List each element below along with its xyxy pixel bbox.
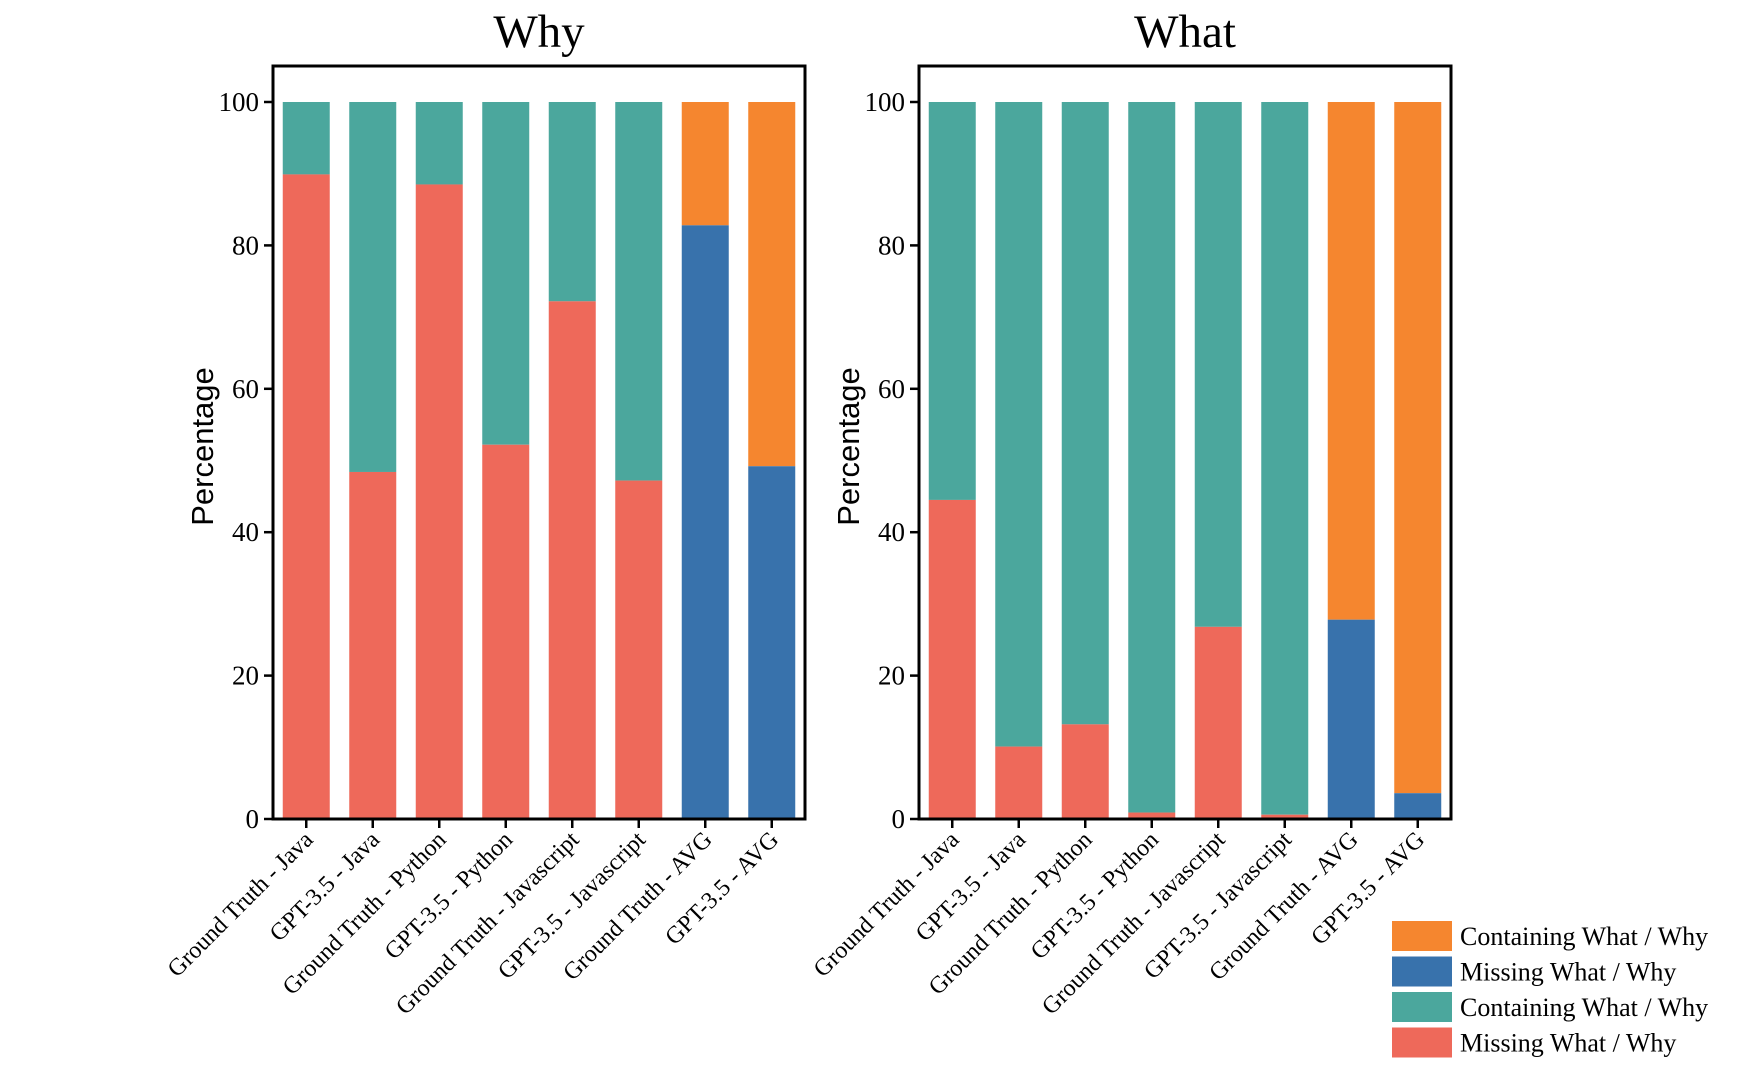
legend-label: Missing What / Why — [1460, 958, 1676, 987]
bar-top-segment — [615, 102, 663, 481]
bar-top-segment — [415, 102, 463, 185]
bar-bottom-segment — [1261, 814, 1309, 819]
bar-top-segment — [748, 102, 796, 467]
bar-bottom-segment — [615, 480, 663, 819]
bar-bottom-segment — [1194, 626, 1242, 819]
legend-label: Containing What / Why — [1460, 922, 1708, 951]
legend: Containing What / Why Missing What / Why C… — [1392, 921, 1708, 1058]
bar-top-segment — [1061, 102, 1109, 725]
legend-swatch — [1392, 956, 1452, 987]
bar-top-segment — [282, 102, 330, 175]
bar-bottom-segment — [482, 444, 530, 819]
y-tick-label: 60 — [232, 374, 259, 404]
y-tick-label: 40 — [232, 517, 259, 547]
legend-swatch — [1392, 992, 1452, 1022]
bar-top-segment — [928, 102, 976, 500]
bar-top-segment — [995, 102, 1043, 747]
chart-title: What — [1134, 6, 1236, 58]
bar-bottom-segment — [748, 466, 796, 819]
bar-bottom-segment — [1327, 619, 1375, 819]
legend-label: Containing What / Why — [1460, 993, 1708, 1022]
y-tick-label: 0 — [892, 804, 906, 834]
bar-bottom-segment — [1061, 724, 1109, 819]
bar-bottom-segment — [681, 225, 729, 820]
plot-frame — [917, 64, 1453, 821]
bar-bottom-segment — [282, 174, 330, 820]
bar-bottom-segment — [1128, 812, 1176, 819]
bar-top-segment — [349, 102, 397, 472]
bar-bottom-segment — [349, 471, 397, 819]
y-tick-label: 80 — [878, 230, 905, 260]
legend-swatch — [1392, 921, 1452, 951]
bar-top-segment — [1327, 102, 1375, 620]
plot-frame — [271, 64, 807, 821]
chart-title: Why — [493, 6, 585, 58]
legend-label: Missing What / Why — [1460, 1029, 1676, 1058]
bar-bottom-segment — [995, 746, 1043, 819]
bar-top-segment — [1261, 102, 1309, 815]
y-tick-label: 20 — [232, 661, 259, 691]
y-tick-label: 0 — [246, 804, 260, 834]
bar-top-segment — [1128, 102, 1176, 813]
legend-swatch — [1392, 1027, 1452, 1058]
bar-top-segment — [482, 102, 530, 445]
bar-bottom-segment — [548, 301, 596, 819]
y-axis-label: Percentage — [185, 367, 220, 526]
y-tick-label: 100 — [865, 87, 906, 117]
y-axis-label: Percentage — [831, 367, 866, 526]
y-tick-label: 40 — [878, 517, 905, 547]
bar-top-segment — [1194, 102, 1242, 627]
y-tick-label: 80 — [232, 230, 259, 260]
y-tick-label: 60 — [878, 374, 905, 404]
y-tick-label: 100 — [219, 87, 260, 117]
x-tick-label: GPT-3.5 - AVG — [660, 827, 784, 951]
bar-bottom-segment — [1394, 793, 1442, 819]
y-tick-label: 20 — [878, 661, 905, 691]
bar-top-segment — [681, 102, 729, 226]
bar-bottom-segment — [928, 499, 976, 819]
bar-top-segment — [548, 102, 596, 302]
bar-top-segment — [1394, 102, 1442, 794]
bar-bottom-segment — [415, 184, 463, 819]
